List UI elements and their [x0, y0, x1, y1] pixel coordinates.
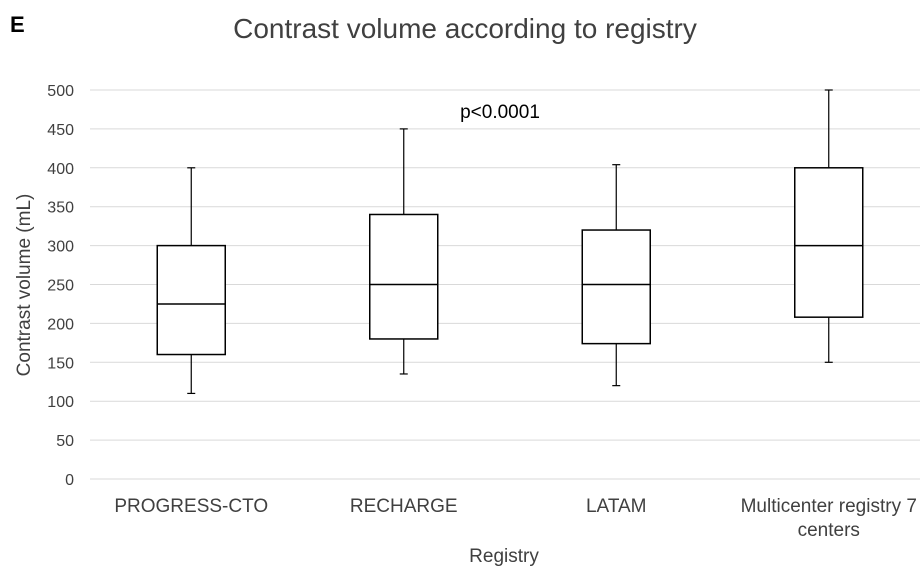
y-tick-label: 0 [65, 472, 74, 489]
category-label: RECHARGE [350, 496, 458, 517]
y-tick-label: 200 [47, 316, 74, 333]
category-label-line: centers [798, 520, 860, 541]
iqr-box [156, 244, 226, 356]
y-tick-label: 500 [47, 83, 74, 100]
category-label-line: PROGRESS-CTO [114, 496, 268, 517]
category-label-line: LATAM [586, 496, 647, 517]
category-label-line: Multicenter registry 7 [741, 496, 917, 517]
y-tick-label: 400 [47, 161, 74, 178]
y-tick-label: 450 [47, 122, 74, 139]
y-tick-label: 250 [47, 278, 74, 295]
iqr-box [369, 213, 439, 340]
gridlines [90, 89, 920, 480]
y-tick-labels: 0 50 100 150 200 250 300 350 400 450 500 [47, 83, 74, 489]
chart-title: Contrast volume according to registry [233, 13, 697, 44]
category-label: Multicenter registry 7 centers [741, 496, 917, 541]
y-axis-label: Contrast volume (mL) [14, 194, 35, 377]
box-0 [156, 167, 226, 395]
y-tick-label: 50 [56, 433, 74, 450]
category-label: PROGRESS-CTO [114, 496, 268, 517]
iqr-box [581, 229, 651, 345]
category-labels: PROGRESS-CTO RECHARGE LATAM Multicenter reg… [114, 496, 917, 541]
boxes [156, 89, 864, 395]
category-label: LATAM [586, 496, 647, 517]
y-tick-label: 150 [47, 355, 74, 372]
y-tick-label: 350 [47, 200, 74, 217]
box-3 [794, 89, 864, 363]
y-tick-label: 100 [47, 394, 74, 411]
iqr-box [794, 167, 864, 318]
category-label-line: RECHARGE [350, 496, 458, 517]
box-1 [369, 128, 439, 375]
box-2 [581, 164, 651, 387]
p-value-annotation: p<0.0001 [460, 102, 540, 123]
x-axis-label: Registry [469, 546, 539, 567]
y-tick-label: 300 [47, 239, 74, 256]
panel-label: E [10, 12, 25, 37]
